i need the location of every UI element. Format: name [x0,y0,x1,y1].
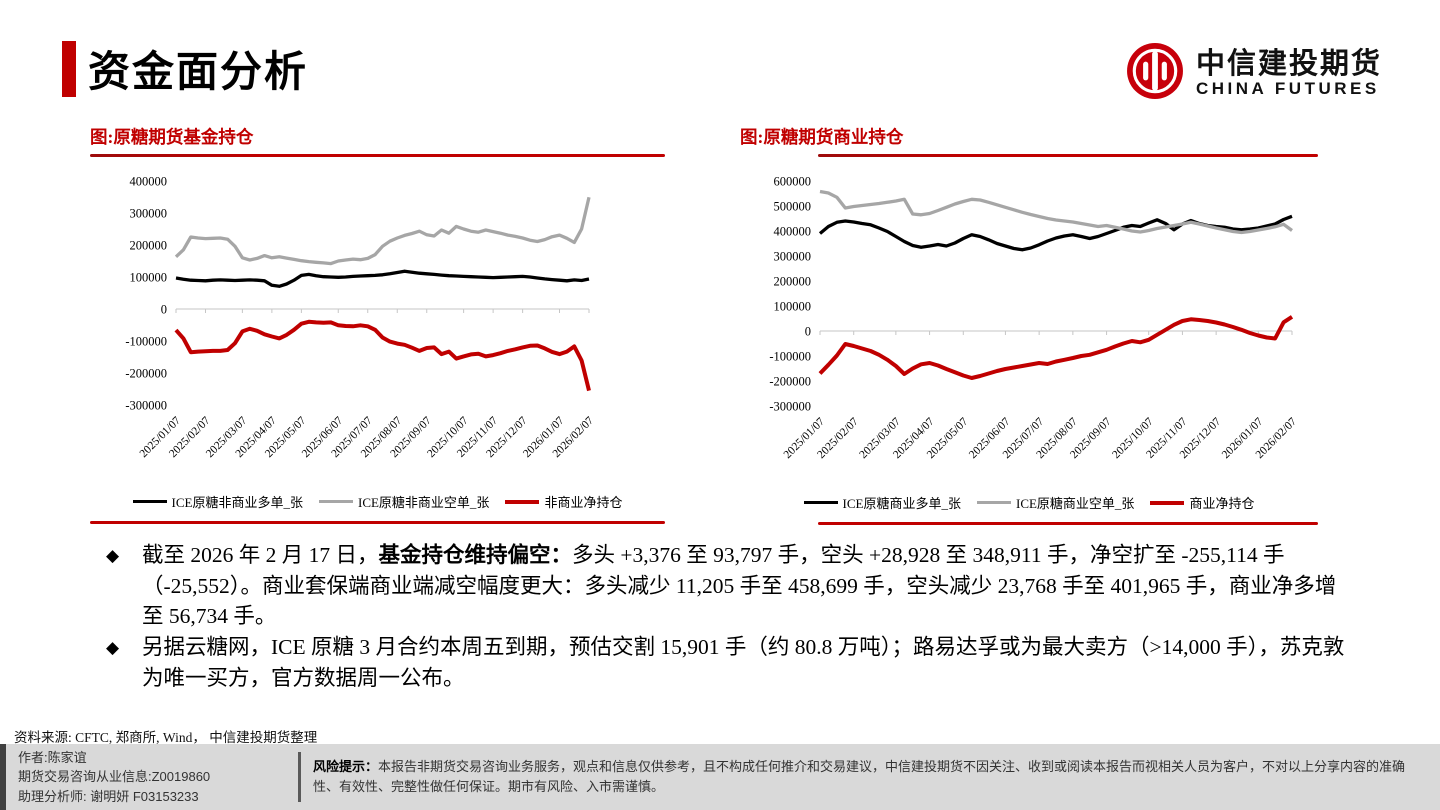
legend-item: ICE原糖商业多单_张 [803,493,961,512]
legend-item: 非商业净持仓 [505,492,622,511]
svg-text:300000: 300000 [130,207,168,221]
legend-label: ICE原糖商业多单_张 [842,496,961,511]
svg-text:100000: 100000 [774,300,812,314]
chart-title: 图:原糖期货基金持仓 [90,127,254,147]
legend-item: ICE原糖商业空单_张 [976,493,1135,512]
svg-text:-100000: -100000 [125,335,167,349]
legend-label: ICE原糖商业空单_张 [1015,496,1135,511]
bullet-list: ◆ 截至 2026 年 2 月 17 日，基金持仓维持偏空：多头 +3,376 至… [106,540,1352,694]
chart-panel-commercial: 图:原糖期货商业持仓 600000 500000 400000 300000 20000… [740,124,1318,525]
footer-accent-stripe [0,744,6,810]
risk-label: 风险提示： [313,758,379,774]
bullet-marker-icon: ◆ [106,546,120,566]
chart-panel-fund: 图:原糖期货基金持仓 400000 300000 200000 100000 0 -100… [90,124,665,525]
footer-divider [298,752,301,802]
svg-text:200000: 200000 [774,275,812,289]
svg-text:-300000: -300000 [769,400,811,414]
legend-label: 商业净持仓 [1189,496,1255,511]
chart-canvas-commercial: 600000 500000 400000 300000 200000 100000 0 -10… [740,167,1318,495]
source-note: 资料来源: CFTC, 郑商所, Wind， 中信建投期货整理 [14,730,318,745]
bullet-item: ◆ 截至 2026 年 2 月 17 日，基金持仓维持偏空：多头 +3,376 至… [106,540,1352,632]
legend-item: ICE原糖非商业多单_张 [132,492,303,511]
legend-label: 非商业净持仓 [544,495,623,510]
logo-cn-text: 中信建投期货 [1195,48,1382,81]
legend-line-swatch [318,499,353,504]
author-line: 期货交易咨询从业信息:Z0019860 [18,769,211,785]
svg-text:500000: 500000 [774,200,812,214]
bullet-text: 截至 2026 年 2 月 17 日，基金持仓维持偏空：多头 +3,376 至 … [142,543,1337,629]
legend-line-swatch [1150,500,1185,505]
page-header: 资金面分析 [62,38,308,99]
legend-line-swatch [505,499,540,504]
svg-text:600000: 600000 [774,175,812,189]
svg-text:-200000: -200000 [125,367,167,381]
title-accent-bar [62,40,76,97]
svg-text:0: 0 [161,303,167,317]
svg-text:-100000: -100000 [769,350,811,364]
bottom-rule [90,521,665,524]
svg-text:400000: 400000 [130,175,168,189]
legend-label: ICE原糖非商业空单_张 [357,495,490,510]
legend-label: ICE原糖非商业多单_张 [171,495,303,510]
logo-en-text: CHINA FUTURES [1195,78,1380,98]
charts-row: 图:原糖期货基金持仓 400000 300000 200000 100000 0 -100… [90,124,1318,525]
bottom-rule [818,522,1318,525]
author-line: 作者:陈家谊 [18,749,87,765]
chart-legend: ICE原糖商业多单_张 ICE原糖商业空单_张 商业净持仓 [740,493,1318,512]
citic-logo-icon [1126,42,1184,105]
legend-item: 商业净持仓 [1150,493,1254,512]
bullet-text: 另据云糖网，ICE 原糖 3 月合约本周五到期，预估交割 15,901 手（约 … [142,635,1345,690]
author-line: 助理分析师: 谢明妍 F03153233 [18,788,199,804]
svg-text:200000: 200000 [130,239,168,253]
chart-legend: ICE原糖非商业多单_张 ICE原糖非商业空单_张 非商业净持仓 [90,492,665,511]
chart-title: 图:原糖期货商业持仓 [740,127,904,147]
svg-text:-200000: -200000 [769,375,811,389]
citic-logo: 中信建投期货 CHINA FUTURES [1126,42,1382,105]
author-info: 作者:陈家谊 期货交易咨询从业信息:Z0019860 助理分析师: 谢明妍 F0… [6,748,286,807]
svg-text:0: 0 [805,325,811,339]
bullet-item: ◆ 另据云糖网，ICE 原糖 3 月合约本周五到期，预估交割 15,901 手（约… [106,632,1352,693]
page-title: 资金面分析 [88,48,309,95]
svg-text:400000: 400000 [774,225,812,239]
legend-line-swatch [132,499,167,504]
legend-item: ICE原糖非商业空单_张 [318,492,490,511]
legend-line-swatch [803,500,838,505]
svg-text:300000: 300000 [774,250,812,264]
svg-text:-300000: -300000 [125,399,167,413]
title-rule [818,154,1318,157]
bullet-marker-icon: ◆ [106,638,120,659]
risk-notice: 风险提示：本报告非期货交易咨询业务服务，观点和信息仅供参考，且不构成任何推介和交… [313,757,1440,797]
footer-bar: 作者:陈家谊 期货交易咨询从业信息:Z0019860 助理分析师: 谢明妍 F0… [0,744,1440,810]
title-rule [90,154,665,157]
chart-canvas-fund: 400000 300000 200000 100000 0 -100000 -200000 -… [90,167,665,494]
svg-text:100000: 100000 [130,271,168,285]
legend-line-swatch [976,500,1011,505]
risk-text: 本报告非期货交易咨询业务服务，观点和信息仅供参考，且不构成任何推介和交易建议，中… [313,758,1406,794]
